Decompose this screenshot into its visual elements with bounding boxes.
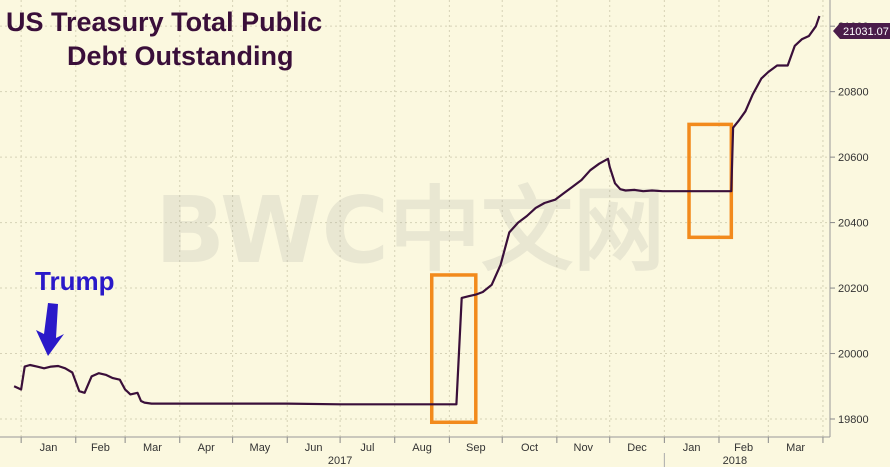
x-year-label: 2017 (328, 455, 352, 467)
x-tick-label: Nov (574, 442, 594, 454)
y-tick-label: 20000 (838, 349, 869, 361)
chart-title-line1: US Treasury Total Public (6, 7, 322, 37)
highlight-box (429, 273, 478, 425)
trump-annotation: Trump (35, 266, 114, 296)
x-tick-label: Jan (683, 442, 701, 454)
x-year-label: 2018 (723, 455, 747, 467)
arrow-icon (36, 303, 64, 356)
grid-lines (0, 0, 830, 437)
x-tick-label: Jul (360, 442, 374, 454)
x-tick-label: Feb (91, 442, 110, 454)
x-tick-label: Feb (734, 442, 753, 454)
x-tick-label: Aug (412, 442, 432, 454)
y-tick-label: 20400 (838, 218, 869, 230)
x-tick-label: Dec (627, 442, 647, 454)
x-tick-label: May (250, 442, 271, 454)
x-tick-label: Jan (40, 442, 58, 454)
x-tick-label: Apr (198, 442, 215, 454)
y-tick-label: 20800 (838, 87, 869, 99)
y-tick-label: 19800 (838, 414, 869, 426)
x-tick-label: Oct (521, 442, 538, 454)
x-tick-label: Jun (305, 442, 323, 454)
watermark: BWC中文网 (155, 177, 665, 284)
x-tick-label: Sep (466, 442, 486, 454)
debt-series-line (13, 15, 821, 406)
y-tick-label: 20600 (838, 152, 869, 164)
last-value-badge: 21031.07 (833, 23, 890, 39)
last-value-label: 21031.07 (843, 26, 889, 38)
x-tick-label: Mar (143, 442, 162, 454)
x-tick-label: Mar (786, 442, 805, 454)
chart-title-line2: Debt Outstanding (67, 41, 293, 71)
last-value-badge-bg (833, 23, 890, 39)
y-tick-label: 20200 (838, 283, 869, 295)
